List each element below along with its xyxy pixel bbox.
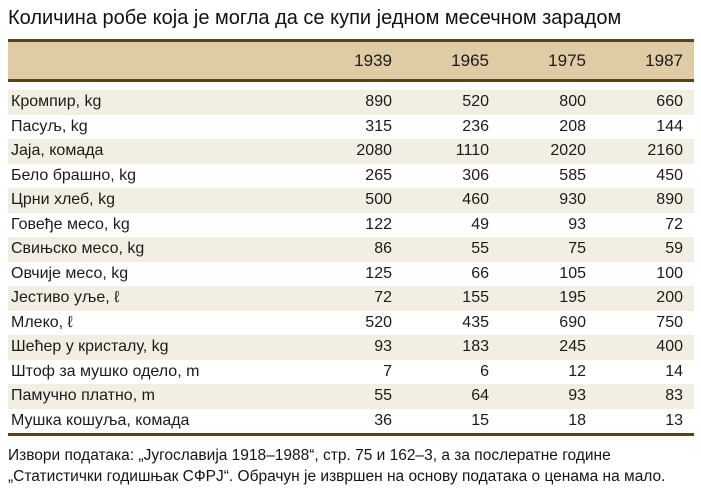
row-label: Шећер у кристалу, kg <box>11 338 169 356</box>
row-label: Мушка кошуља, комада <box>11 411 190 429</box>
value-cell: 195 <box>559 289 586 307</box>
value-cell: 306 <box>462 166 489 184</box>
value-cell: 800 <box>559 93 586 111</box>
value-cell: 86 <box>374 240 392 258</box>
value-cell: 930 <box>559 191 586 209</box>
value-cell: 245 <box>559 338 586 356</box>
row-label: Јаја, комада <box>11 142 104 160</box>
source-note-line1: Извори података: „Југославија 1918–1988“… <box>8 447 611 464</box>
value-cell: 400 <box>656 338 683 356</box>
table-row: Свињско месо, kg 86 55 75 59 <box>8 237 694 262</box>
header-body-spacer <box>8 82 694 90</box>
value-cell: 93 <box>374 338 392 356</box>
value-cell: 122 <box>365 215 392 233</box>
table-row: Мушка кошуља, комада 36 15 18 13 <box>8 409 694 434</box>
value-cell: 36 <box>374 411 392 429</box>
row-label: Памучно платно, m <box>11 387 155 405</box>
source-note-line2: „Статистички годишњак СФРЈ“. Обрачун је … <box>8 468 666 485</box>
value-cell: 59 <box>665 240 683 258</box>
page-title: Количина робе која је могла да се купи ј… <box>8 7 622 29</box>
value-cell: 265 <box>365 166 392 184</box>
value-cell: 460 <box>462 191 489 209</box>
value-cell: 435 <box>462 313 489 331</box>
year-column-header: 1965 <box>451 50 489 70</box>
table-row: Говеђе месо, kg 122 49 93 72 <box>8 213 694 238</box>
value-cell: 15 <box>471 411 489 429</box>
value-cell: 72 <box>374 289 392 307</box>
value-cell: 690 <box>559 313 586 331</box>
value-cell: 75 <box>568 240 586 258</box>
value-cell: 750 <box>656 313 683 331</box>
table-row: Овчије месо, kg 125 66 105 100 <box>8 262 694 287</box>
value-cell: 13 <box>665 411 683 429</box>
value-cell: 66 <box>471 264 489 282</box>
table-row: Штоф за мушко одело, m 7 6 12 14 <box>8 360 694 385</box>
value-cell: 12 <box>568 362 586 380</box>
value-cell: 2160 <box>647 142 683 160</box>
table-row: Јаја, комада 2080 1110 2020 2160 <box>8 139 694 164</box>
value-cell: 144 <box>656 117 683 135</box>
table-row: Кромпир, kg 890 520 800 660 <box>8 90 694 115</box>
value-cell: 6 <box>480 362 489 380</box>
value-cell: 520 <box>365 313 392 331</box>
value-cell: 49 <box>471 215 489 233</box>
value-cell: 14 <box>665 362 683 380</box>
table-row: Бело брашно, kg 265 306 585 450 <box>8 164 694 189</box>
table-row: Јестиво уље, ℓ 72 155 195 200 <box>8 286 694 311</box>
value-cell: 236 <box>462 117 489 135</box>
value-cell: 125 <box>365 264 392 282</box>
value-cell: 155 <box>462 289 489 307</box>
value-cell: 105 <box>559 264 586 282</box>
value-cell: 890 <box>656 191 683 209</box>
value-cell: 200 <box>656 289 683 307</box>
value-cell: 83 <box>665 387 683 405</box>
value-cell: 890 <box>365 93 392 111</box>
row-label: Говеђе месо, kg <box>11 215 130 233</box>
value-cell: 7 <box>383 362 392 380</box>
value-cell: 450 <box>656 166 683 184</box>
value-cell: 2080 <box>356 142 392 160</box>
table-header-row: 1939 1965 1975 1987 <box>8 39 694 82</box>
value-cell: 18 <box>568 411 586 429</box>
row-label: Црни хлеб, kg <box>11 191 115 209</box>
table-row: Шећер у кристалу, kg 93 183 245 400 <box>8 335 694 360</box>
value-cell: 500 <box>365 191 392 209</box>
value-cell: 64 <box>471 387 489 405</box>
row-label: Млеко, ℓ <box>11 313 73 331</box>
year-column-header: 1975 <box>548 50 586 70</box>
table-row: Црни хлеб, kg 500 460 930 890 <box>8 188 694 213</box>
value-cell: 183 <box>462 338 489 356</box>
row-label: Пасуљ, kg <box>11 117 88 135</box>
table-row: Пасуљ, kg 315 236 208 144 <box>8 115 694 140</box>
value-cell: 72 <box>665 215 683 233</box>
value-cell: 100 <box>656 264 683 282</box>
value-cell: 660 <box>656 93 683 111</box>
value-cell: 55 <box>471 240 489 258</box>
value-cell: 93 <box>568 387 586 405</box>
value-cell: 585 <box>559 166 586 184</box>
table-row: Млеко, ℓ 520 435 690 750 <box>8 311 694 336</box>
row-label: Штоф за мушко одело, m <box>11 362 200 380</box>
value-cell: 315 <box>365 117 392 135</box>
row-label: Јестиво уље, ℓ <box>11 289 120 307</box>
value-cell: 208 <box>559 117 586 135</box>
year-column-header: 1939 <box>354 50 392 70</box>
row-label: Бело брашно, kg <box>11 166 137 184</box>
value-cell: 1110 <box>455 142 489 160</box>
table-body: Кромпир, kg 890 520 800 660 Пасуљ, kg 315 236 20… <box>8 90 694 436</box>
row-label: Кромпир, kg <box>11 93 102 111</box>
goods-table: 1939 1965 1975 1987 Кромпир, kg 890 520 800 660… <box>8 39 694 436</box>
value-cell: 93 <box>568 215 586 233</box>
value-cell: 2020 <box>550 142 586 160</box>
value-cell: 520 <box>462 93 489 111</box>
row-label: Свињско месо, kg <box>11 240 145 258</box>
source-note: Извори података: „Југославија 1918–1988“… <box>8 445 694 487</box>
year-column-header: 1987 <box>645 50 683 70</box>
value-cell: 55 <box>374 387 392 405</box>
row-label: Овчије месо, kg <box>11 264 129 282</box>
table-row: Памучно платно, m 55 64 93 83 <box>8 384 694 409</box>
